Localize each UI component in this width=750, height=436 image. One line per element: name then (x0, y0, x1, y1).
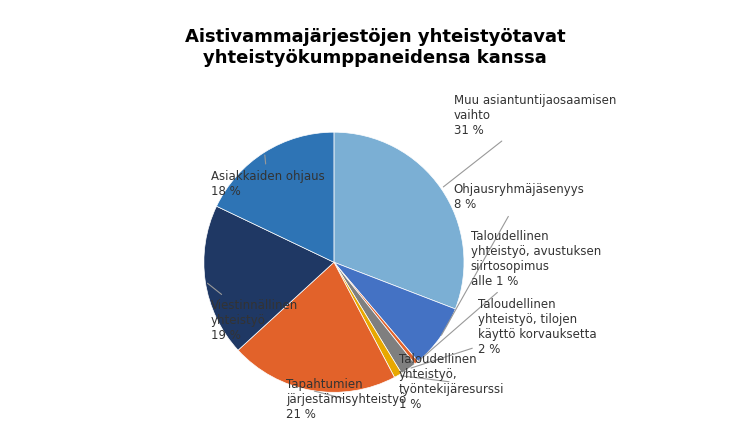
Text: Muu asiantuntijaosaamisen
vaihto
31 %: Muu asiantuntijaosaamisen vaihto 31 % (443, 94, 616, 187)
Wedge shape (238, 262, 394, 392)
Text: Taloudellinen
yhteistyö, tilojen
käyttö korvauksetta
2 %: Taloudellinen yhteistyö, tilojen käyttö … (411, 298, 596, 368)
Wedge shape (204, 206, 334, 350)
Text: Ohjausryhmäjäsenyys
8 %: Ohjausryhmäjäsenyys 8 % (441, 183, 584, 335)
Title: Aistivammajärjestöjen yhteistyötavat
yhteistyökumppaneidensa kanssa: Aistivammajärjestöjen yhteistyötavat yht… (184, 28, 566, 67)
Text: Taloudellinen
yhteistyö, avustuksen
siirtosopimus
alle 1 %: Taloudellinen yhteistyö, avustuksen siir… (419, 230, 601, 361)
Text: Asiakkaiden ohjaus
18 %: Asiakkaiden ohjaus 18 % (211, 155, 325, 198)
Wedge shape (217, 132, 334, 262)
Wedge shape (334, 262, 455, 361)
Wedge shape (334, 262, 418, 364)
Text: Tapahtumien
järjestämisyhteistyö
21 %: Tapahtumien järjestämisyhteistyö 21 % (286, 378, 406, 421)
Text: Taloudellinen
yhteistyö,
työntekijäresurssi
1 %: Taloudellinen yhteistyö, työntekijäresur… (399, 353, 505, 411)
Wedge shape (334, 262, 401, 377)
Wedge shape (334, 132, 464, 309)
Text: Viestinnällinen
yhteistyö
19 %: Viestinnällinen yhteistyö 19 % (208, 283, 298, 342)
Wedge shape (334, 262, 415, 373)
